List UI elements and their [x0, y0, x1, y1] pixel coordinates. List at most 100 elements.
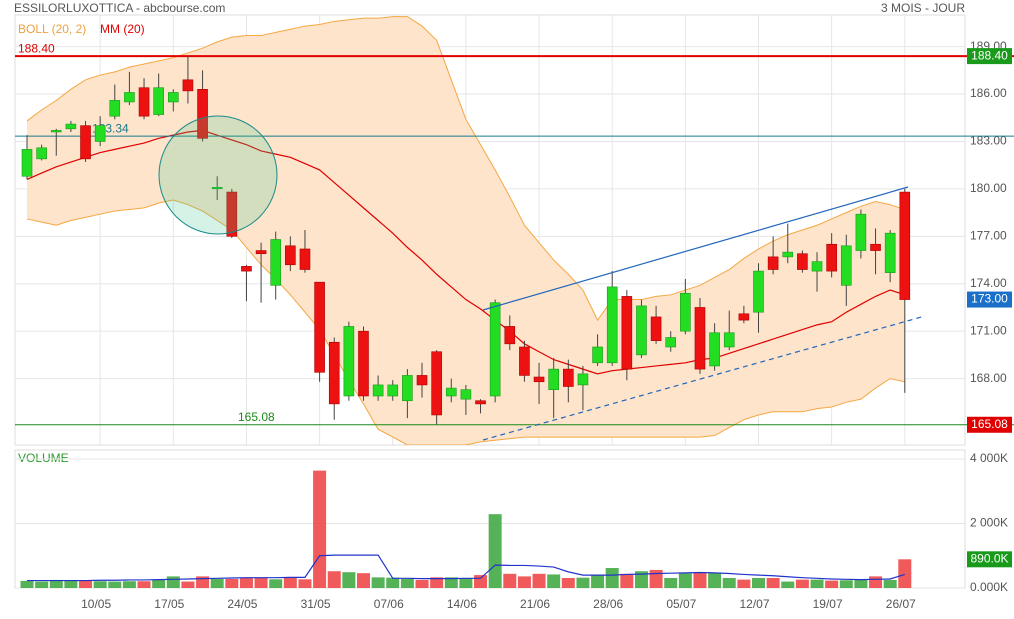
candle-body: [431, 351, 442, 416]
candle-body: [358, 330, 369, 397]
y-tick-label: 4 000K: [970, 451, 1008, 465]
volume-bar: [137, 581, 151, 588]
volume-bar: [210, 578, 224, 588]
candle-body: [533, 376, 545, 383]
volume-bar: [503, 573, 517, 588]
candle-body: [606, 286, 618, 364]
y-tick-label: 174.00: [970, 276, 1007, 290]
volume-bar: [35, 581, 49, 588]
y-tick-label: 2 000K: [970, 516, 1008, 530]
volume-bar: [181, 581, 195, 588]
volume-bar: [810, 579, 824, 588]
candle-body: [665, 337, 677, 348]
volume-bar: [869, 576, 883, 588]
reference-box-label: 165.08: [971, 417, 1008, 431]
candle-body: [343, 326, 355, 397]
volume-bar: [547, 574, 561, 588]
candle-body: [138, 87, 150, 117]
candle-body: [709, 332, 720, 367]
volume-bar: [825, 580, 839, 588]
x-tick-label: 28/06: [593, 597, 623, 611]
volume-bar: [269, 579, 283, 588]
volume-bar: [488, 514, 502, 588]
volume-bar: [664, 578, 678, 588]
volume-bar: [415, 579, 429, 588]
candle-body: [870, 243, 881, 251]
volume-bar: [196, 576, 210, 588]
candle-body: [723, 332, 735, 348]
candle-body: [738, 313, 750, 321]
volume-bar: [444, 577, 458, 588]
candle-body: [899, 191, 911, 300]
candle-body: [548, 368, 559, 390]
trend-line-dashed: [482, 315, 926, 441]
volume-bar: [752, 578, 765, 588]
candle-body: [124, 92, 135, 103]
candle-body: [460, 389, 472, 400]
candle-body: [489, 302, 501, 397]
candle-body: [504, 326, 516, 345]
x-tick-label: 24/05: [227, 597, 257, 611]
last-volume-box: [967, 551, 1012, 568]
reference-box: [967, 416, 1012, 433]
x-tick-label: 17/05: [154, 597, 184, 611]
candle-body: [884, 232, 896, 273]
volume-bar: [313, 470, 327, 588]
last-volume-label: 890.0K: [970, 551, 1008, 565]
volume-bar: [298, 579, 312, 588]
candle-body: [50, 130, 62, 133]
y-tick-label: 168.00: [970, 371, 1007, 385]
candle-body: [182, 79, 194, 92]
candle-body: [855, 213, 867, 251]
candle-body: [694, 307, 706, 370]
volume-bar: [898, 559, 912, 588]
candle-body: [621, 296, 633, 370]
trend-line: [482, 186, 909, 311]
candle-body: [285, 245, 296, 266]
x-tick-label: 05/07: [666, 597, 696, 611]
candle-body: [782, 251, 794, 258]
last-price-label: 173.00: [971, 292, 1008, 306]
volume-bar: [283, 577, 297, 588]
volume-bar: [49, 579, 63, 588]
volume-bar: [708, 572, 722, 588]
legend-mm: MM (20): [100, 22, 145, 36]
y-tick-label: 186.00: [970, 86, 1007, 100]
x-tick-label: 10/05: [81, 597, 111, 611]
volume-bar: [64, 580, 78, 588]
chart-subtitle: 3 MOIS - JOUR: [881, 1, 965, 15]
x-tick-label: 12/07: [739, 597, 769, 611]
volume-bar: [561, 578, 575, 588]
x-tick-label: 26/07: [886, 597, 916, 611]
candle-body: [241, 266, 252, 272]
x-tick-label: 14/06: [447, 597, 477, 611]
volume-bar: [20, 580, 34, 588]
volume-bar: [239, 578, 253, 588]
volume-bar: [371, 577, 385, 588]
candle-body: [519, 346, 530, 376]
volume-bar: [693, 572, 707, 588]
candle-body: [270, 239, 282, 286]
volume-bar: [459, 578, 473, 588]
candle-body: [21, 149, 33, 177]
candle-body: [109, 100, 121, 117]
volume-bar: [327, 571, 341, 588]
volume-bar: [122, 581, 136, 588]
volume-bar: [737, 579, 751, 588]
y-tick-label: 177.00: [970, 228, 1007, 242]
volume-bar: [356, 573, 370, 588]
y-tick-label: 183.00: [970, 134, 1007, 148]
y-tick-label: 0.000K: [970, 580, 1008, 594]
volume-bar: [342, 572, 356, 588]
x-tick-label: 21/06: [520, 597, 550, 611]
y-tick-label: 180.00: [970, 181, 1007, 195]
candle-body: [592, 346, 603, 364]
candle-body: [36, 147, 47, 160]
volume-bar: [166, 576, 180, 588]
volume-bar: [678, 573, 692, 588]
volume-bar: [254, 578, 268, 588]
candle-body: [226, 191, 238, 237]
candle-body: [372, 384, 384, 397]
volume-bar: [781, 581, 795, 588]
